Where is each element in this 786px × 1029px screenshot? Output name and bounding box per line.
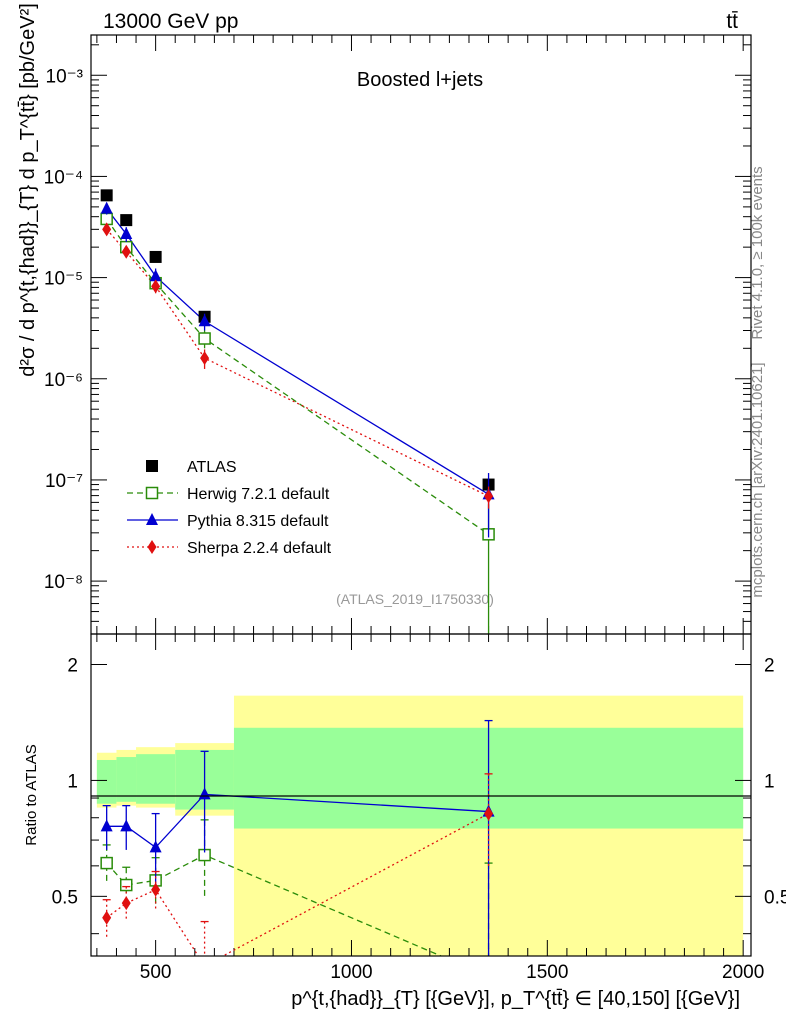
- ratio-point: [483, 971, 494, 982]
- ratio-y-tick-label: 1: [67, 771, 78, 792]
- y-tick-label: 10⁻⁸: [44, 572, 83, 593]
- ratio-y-tick-label: 0.5: [52, 887, 78, 908]
- legend-label: ATLAS: [187, 459, 237, 476]
- ratio-y-axis-title: Ratio to ATLAS: [23, 744, 40, 845]
- x-tick-label: 500: [140, 962, 172, 983]
- main-axis-ticks: 10⁻⁸ 10⁻⁷ 10⁻⁶ 10⁻⁵ 10⁻⁴ 10⁻³: [44, 35, 751, 635]
- ratio-point: [120, 819, 133, 832]
- series-line-Pythia 8.315 default: [106, 208, 489, 495]
- y-tick-label: 10⁻⁷: [45, 471, 83, 492]
- rivet-version-label: Rivet 4.1.0, ≥ 100k events: [749, 166, 766, 339]
- ratio-panel-frame: [90, 633, 752, 957]
- series-line-Sherpa 2.2.4 default: [106, 228, 489, 497]
- main-series-layer: [100, 189, 495, 634]
- y-tick-label: 10⁻⁴: [44, 167, 83, 188]
- ratio-series-layer: [100, 719, 495, 982]
- ratio-y-tick-label-right: 2: [764, 655, 775, 676]
- x-tick-label: 1000: [330, 962, 372, 983]
- ratio-y-tick-label-right: 1: [764, 771, 775, 792]
- ratio-point: [100, 856, 113, 870]
- ratio-point: [200, 959, 209, 973]
- data-point: [120, 226, 133, 239]
- y-axis-title: d²σ / d p^{t,{had}}_{T} d p_T^{tt̄} [pb/…: [17, 3, 39, 377]
- analysis-watermark: (ATLAS_2019_I1750330): [336, 591, 494, 607]
- data-point: [149, 269, 162, 282]
- legend: ATLAS Herwig 7.2.1 default Pythia 8.315 de…: [127, 459, 332, 557]
- data-point: [484, 489, 494, 504]
- legend-label: Pythia 8.315 default: [187, 513, 329, 530]
- data-point: [200, 351, 210, 366]
- data-point: [102, 222, 112, 237]
- y-tick-label: 10⁻⁵: [44, 269, 83, 290]
- data-point: [198, 314, 211, 327]
- ratio-point: [100, 819, 113, 832]
- legend-marker: [146, 513, 158, 525]
- legend-marker: [146, 460, 158, 472]
- x-tick-label: 1500: [526, 962, 568, 983]
- ratio-uncertainty-bands: [96, 695, 744, 956]
- mcplots-source-label: mcplots.cern.ch [arXiv:2401.10621]: [749, 362, 766, 597]
- data-point: [151, 279, 161, 294]
- y-tick-label: 10⁻³: [46, 66, 84, 87]
- data-point: [121, 244, 131, 259]
- ratio-inner-band: [116, 757, 137, 802]
- ratio-y-tick-label: 2: [67, 655, 78, 676]
- ratio-axis-ticks: 0.5 0.5 1 1 2 2 500 1000 1500 2000: [52, 634, 786, 983]
- y-tick-label: 10⁻⁶: [44, 370, 83, 391]
- ratio-y-tick-label-right: 0.5: [764, 887, 786, 908]
- x-tick-label: 2000: [722, 962, 764, 983]
- header-process-label: tt̄: [726, 10, 738, 33]
- ratio-point: [120, 878, 133, 892]
- ratio-inner-band: [96, 759, 117, 804]
- legend-label: Herwig 7.2.1 default: [187, 486, 330, 503]
- data-point-atlas: [149, 250, 162, 263]
- data-point-atlas: [100, 189, 113, 202]
- legend-marker: [147, 540, 157, 554]
- data-point: [100, 201, 113, 214]
- data-point-atlas: [120, 214, 133, 227]
- legend-marker: [145, 486, 159, 500]
- plot-title: Boosted l+jets: [357, 69, 483, 91]
- data-point: [198, 332, 211, 345]
- ratio-point: [149, 840, 162, 853]
- ratio-point: [121, 896, 131, 911]
- legend-label: Sherpa 2.2.4 default: [187, 540, 332, 557]
- ratio-point: [102, 910, 112, 925]
- ratio-point: [151, 882, 161, 897]
- x-axis-title: p^{t,{had}}_{T} [{GeV}], p_T^{tt̄} ∈ [40…: [291, 988, 740, 1010]
- header-energy-label: 13000 GeV pp: [103, 10, 238, 33]
- ratio-point: [484, 806, 494, 821]
